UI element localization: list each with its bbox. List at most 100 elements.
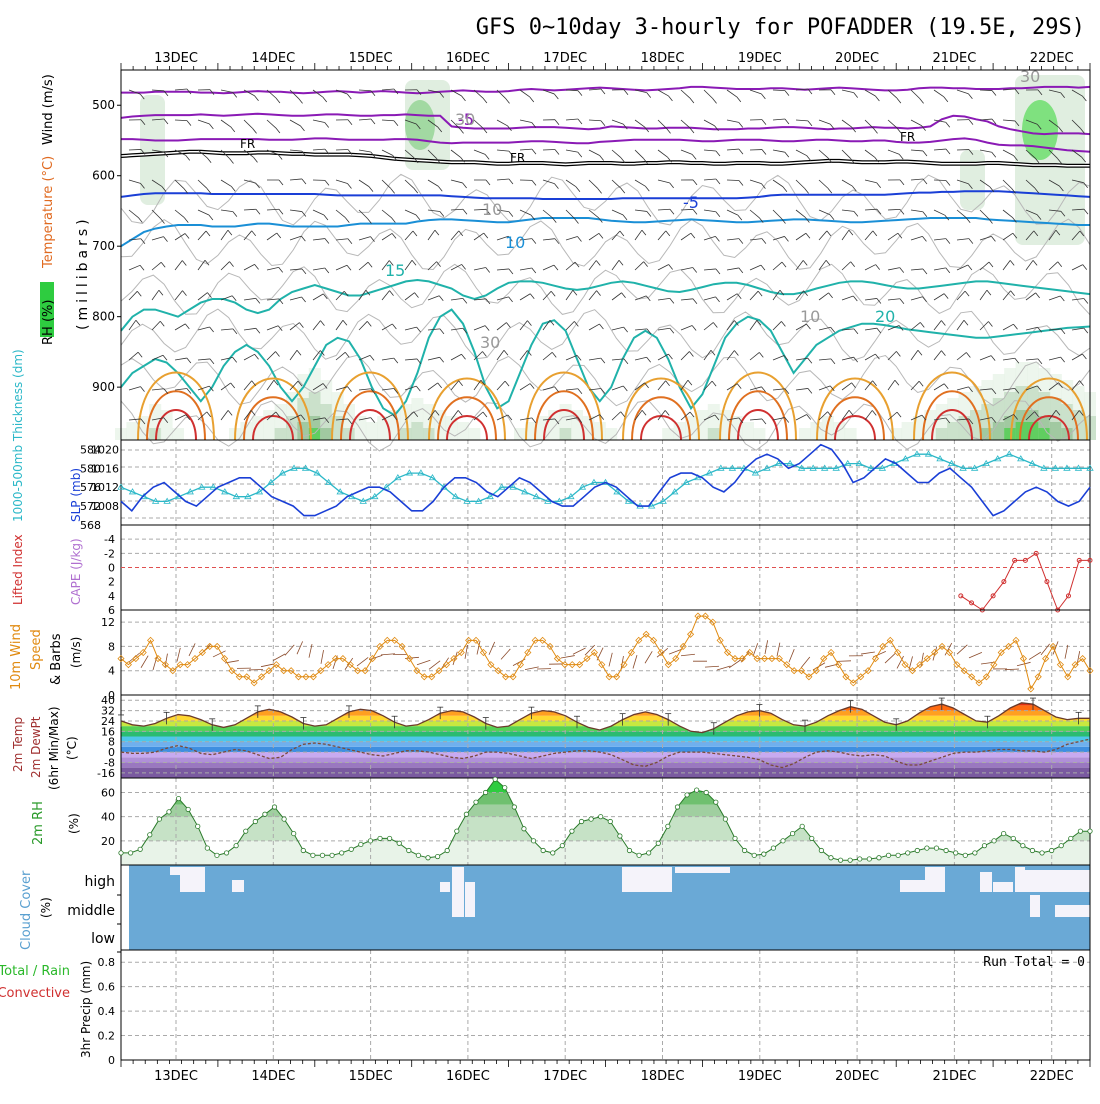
chart-title: GFS 0~10day 3-hourly for POFADDER (19.5E… — [476, 15, 1085, 40]
rh-band — [121, 841, 1090, 865]
cloud-level-label: low — [91, 931, 115, 947]
rh2m-marker — [973, 851, 977, 855]
rh2m-marker — [397, 841, 401, 845]
wind-barb-10m — [1065, 645, 1068, 659]
slp-tick-label: 1016 — [91, 462, 119, 475]
wind-barb-10m — [1029, 652, 1041, 659]
wind-barb — [980, 90, 992, 91]
wind-barb-10m — [321, 650, 324, 664]
temp-band — [121, 716, 1090, 721]
rh2m-marker — [445, 848, 449, 852]
panel-frame — [121, 950, 1090, 1060]
date-label-top: 13DEC — [154, 51, 198, 66]
rh2m-marker — [483, 790, 487, 794]
rh-shade — [297, 422, 309, 440]
wind-label-2: Speed — [29, 629, 44, 670]
rh2m-marker — [915, 848, 919, 852]
slp-label: SLP (mb) — [69, 468, 83, 522]
date-label-bottom: 15DEC — [349, 1069, 393, 1084]
rh2m-marker — [234, 843, 238, 847]
contour-label: 30 — [455, 110, 475, 129]
date-label-bottom: 17DEC — [543, 1069, 587, 1084]
rh2m-marker — [167, 810, 171, 814]
wind-barb-10m — [897, 656, 904, 668]
rh2m-marker — [589, 817, 593, 821]
rh2m-marker — [196, 824, 200, 828]
wind-barb-10m — [861, 652, 875, 654]
temp-unit: (°C) — [65, 736, 79, 760]
wind-barb-10m — [525, 667, 539, 670]
rh-shade — [275, 428, 287, 440]
panel-frame — [121, 610, 1090, 695]
rh2m-marker — [282, 817, 286, 821]
precip-label-total: Total / Rain — [0, 964, 70, 979]
rh2m-marker — [877, 856, 881, 860]
wind-barb-10m — [1005, 669, 1019, 670]
rh-shade — [902, 422, 914, 440]
rh2m-marker — [378, 836, 382, 840]
cloud-gap — [452, 867, 464, 917]
cloud-fill — [129, 865, 1090, 950]
wind-barb-10m — [837, 661, 851, 662]
rh2m-marker — [128, 851, 132, 855]
rh2m-marker — [627, 848, 631, 852]
contour-label: 30 — [480, 333, 500, 352]
rh-shade — [845, 428, 857, 440]
rh2m-marker — [387, 836, 391, 840]
wind-tick-label: 12 — [101, 616, 115, 629]
rh2m-marker — [800, 824, 804, 828]
upper-label-wind: Wind (m/s) — [41, 74, 56, 145]
wind-barb-10m — [705, 666, 719, 667]
y-tick-label: 800 — [92, 310, 115, 324]
rh2m-marker — [359, 842, 363, 846]
wind-barb-10m — [573, 648, 586, 654]
rh2m-marker — [1001, 831, 1005, 835]
rh2m-marker — [944, 848, 948, 852]
rh-shade — [161, 410, 173, 440]
date-label-top: 19DEC — [738, 51, 782, 66]
contour-label: 15 — [385, 261, 405, 280]
rh2m-marker — [704, 790, 708, 794]
date-label-bottom: 18DEC — [641, 1069, 685, 1084]
contour-label: FR — [900, 130, 915, 144]
rh2m-marker — [493, 777, 497, 781]
contour-label: FR — [240, 137, 255, 151]
date-label-bottom: 22DEC — [1030, 1069, 1074, 1084]
contour-label: -5 — [683, 193, 699, 212]
temp-label-3: (6hr Min/Max) — [47, 707, 61, 791]
rh2m-tick-label: 20 — [101, 835, 115, 848]
rh2m-marker — [205, 846, 209, 850]
wind-barb-10m — [177, 648, 180, 662]
rh2m-marker — [474, 800, 478, 804]
wind-barb-10m — [753, 643, 758, 656]
upper-label-temperature: Temperature (°C) — [41, 156, 56, 269]
rh2m-marker — [781, 839, 785, 843]
rh-band — [121, 778, 1090, 793]
wind-barb-10m — [801, 657, 810, 668]
rh2m-marker — [339, 851, 343, 855]
rh2m-marker — [675, 805, 679, 809]
rh2m-marker — [464, 812, 468, 816]
cloud-gap — [232, 880, 244, 892]
rh2m-marker — [311, 853, 315, 857]
rh2m-marker — [838, 858, 842, 862]
date-label-top: 16DEC — [446, 51, 490, 66]
rh2m-marker — [1040, 851, 1044, 855]
cloud-unit: (%) — [39, 897, 53, 918]
run-total: Run Total = 0 — [983, 955, 1085, 970]
wind-barb-10m — [969, 652, 982, 657]
wind-barb — [129, 149, 141, 150]
rh2m-marker — [512, 805, 516, 809]
rh2m-marker — [694, 788, 698, 792]
rh2m-marker — [253, 819, 257, 823]
wind-barb-10m — [633, 655, 637, 668]
rh-shade — [993, 422, 1005, 440]
temp-band — [121, 737, 1090, 742]
temp-label-2: 2m DewPt — [29, 716, 43, 778]
contour-label: 10 — [482, 200, 502, 219]
slp-tick-label: 1012 — [91, 481, 119, 494]
rh-shade — [560, 428, 572, 440]
precip-tick-label: 0 — [108, 1054, 115, 1067]
y-tick-label: 600 — [92, 169, 115, 183]
